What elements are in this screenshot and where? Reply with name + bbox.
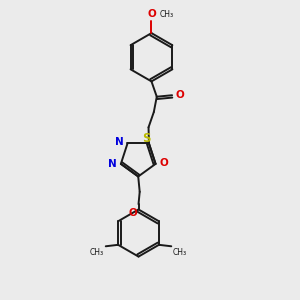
Text: O: O <box>160 158 169 168</box>
Text: O: O <box>176 90 184 100</box>
Text: O: O <box>129 208 138 218</box>
Text: N: N <box>108 160 117 170</box>
Text: CH₃: CH₃ <box>90 248 104 257</box>
Text: S: S <box>142 132 150 145</box>
Text: CH₃: CH₃ <box>173 248 187 257</box>
Text: CH₃: CH₃ <box>160 10 174 19</box>
Text: O: O <box>147 9 156 19</box>
Text: N: N <box>115 137 123 147</box>
